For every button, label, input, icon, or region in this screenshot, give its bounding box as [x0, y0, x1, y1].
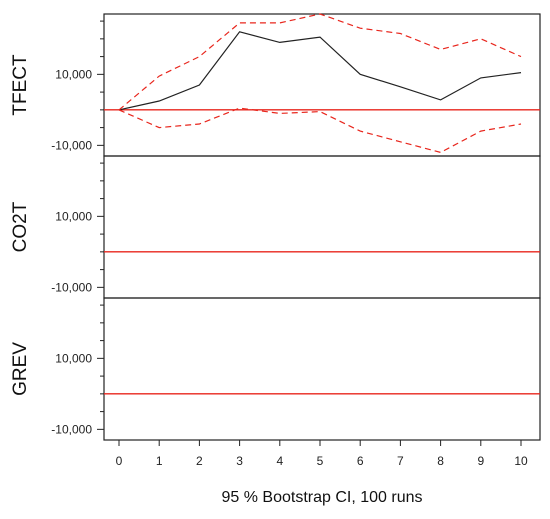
x-tick-label: 10	[514, 454, 528, 468]
y-tick-label: 10,000	[55, 67, 92, 81]
x-tick-label: 6	[357, 454, 364, 468]
panel-frame-grev	[103, 297, 541, 441]
y-tick-label: 10,000	[55, 351, 92, 365]
x-tick-label: 2	[196, 454, 203, 468]
y-tick-label: 10,000	[55, 209, 92, 223]
y-tick-label: -10,000	[51, 138, 92, 152]
panel-label-tfect: TFECT	[10, 54, 31, 116]
series-line-response	[118, 31, 522, 111]
y-tick-label: -10,000	[51, 422, 92, 436]
x-tick-label: 5	[317, 454, 324, 468]
series-line-lower	[118, 107, 522, 154]
panel-label-co2t: CO2T	[10, 201, 31, 252]
x-tick-label: 3	[236, 454, 243, 468]
x-axis-label: 95 % Bootstrap CI, 100 runs	[222, 489, 423, 506]
x-tick-label: 7	[397, 454, 404, 468]
panel-label-grev: GREV	[10, 342, 31, 396]
y-tick-label: -10,000	[51, 280, 92, 294]
x-tick-label: 4	[276, 454, 283, 468]
panel-frame-co2t	[103, 155, 541, 299]
series-line-upper	[118, 13, 522, 111]
x-tick-label: 8	[437, 454, 444, 468]
x-tick-label: 1	[156, 454, 163, 468]
x-tick-label: 0	[116, 454, 123, 468]
x-tick-label: 9	[477, 454, 484, 468]
